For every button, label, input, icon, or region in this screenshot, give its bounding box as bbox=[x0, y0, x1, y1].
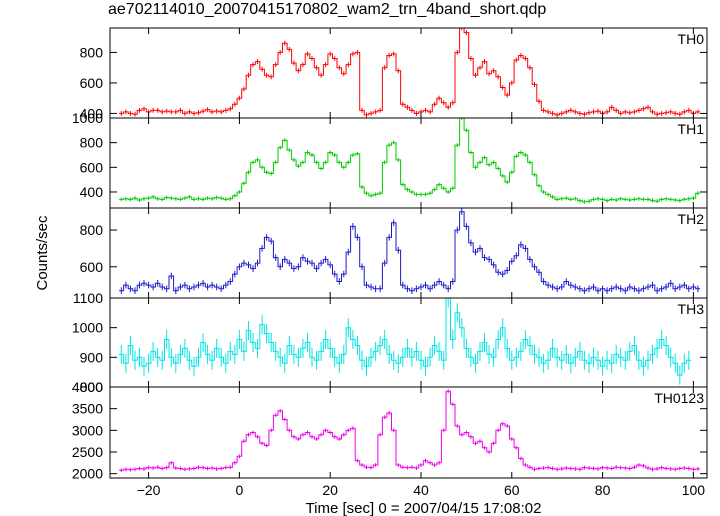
y-tick-label: 1000 bbox=[72, 320, 103, 336]
panel-label: TH2 bbox=[678, 211, 705, 227]
x-tick-label: 20 bbox=[322, 482, 338, 498]
series-th0123 bbox=[119, 389, 701, 473]
x-tick-label: 100 bbox=[682, 482, 706, 498]
y-tick-label: 600 bbox=[80, 259, 104, 275]
panel-label: TH0 bbox=[678, 31, 705, 47]
y-tick-label: 800 bbox=[80, 379, 104, 395]
panel-label: TH3 bbox=[678, 301, 705, 317]
series-line-th0 bbox=[119, 28, 701, 116]
y-tick-label: 800 bbox=[80, 135, 104, 151]
y-tick-label: 800 bbox=[80, 222, 104, 238]
series-line-th3 bbox=[119, 298, 692, 376]
y-tick-label: 3000 bbox=[72, 422, 103, 438]
x-tick-label: 80 bbox=[595, 482, 611, 498]
panel-label: TH1 bbox=[678, 121, 705, 137]
y-tick-label: 2500 bbox=[72, 444, 103, 460]
y-tick-label: 600 bbox=[80, 159, 104, 175]
y-tick-label: 3500 bbox=[72, 401, 103, 417]
panel-frame-th1 bbox=[109, 117, 708, 209]
series-line-th2 bbox=[119, 211, 701, 292]
y-tick-label: 1100 bbox=[73, 290, 103, 306]
y-tick-label: 2000 bbox=[72, 466, 103, 482]
chart-title: ae702114010_20070415170802_wam2_trn_4ban… bbox=[108, 1, 547, 18]
series-line-th0123 bbox=[119, 390, 701, 471]
y-tick-label: 900 bbox=[80, 349, 104, 365]
x-tick-label: 40 bbox=[413, 482, 429, 498]
panel-frame-th0123 bbox=[109, 386, 708, 479]
series-th2 bbox=[119, 208, 701, 294]
panel-frame-th0 bbox=[109, 27, 708, 119]
y-tick-label: 400 bbox=[80, 105, 104, 121]
y-tick-label: 600 bbox=[80, 75, 104, 91]
series-th0 bbox=[119, 28, 701, 118]
y-tick-label: 4000 bbox=[72, 379, 103, 395]
x-tick-label: −20 bbox=[137, 482, 161, 498]
y-tick-label: 1000 bbox=[72, 110, 103, 126]
series-th3 bbox=[119, 298, 692, 385]
y-tick-label: 400 bbox=[80, 184, 104, 200]
x-axis-label: Time [sec] 0 = 2007/04/15 17:08:02 bbox=[306, 500, 542, 516]
series-line-th1 bbox=[119, 118, 701, 203]
x-tick-label: 60 bbox=[504, 482, 520, 498]
panel-label: TH0123 bbox=[654, 390, 704, 406]
y-tick-label: 800 bbox=[80, 44, 104, 60]
panel-frame-th2 bbox=[109, 207, 708, 299]
panel-frame-th3 bbox=[109, 297, 708, 388]
series-th1 bbox=[119, 118, 701, 204]
x-tick-label: 0 bbox=[235, 482, 243, 498]
y-axis-label: Counts/sec bbox=[34, 215, 51, 291]
